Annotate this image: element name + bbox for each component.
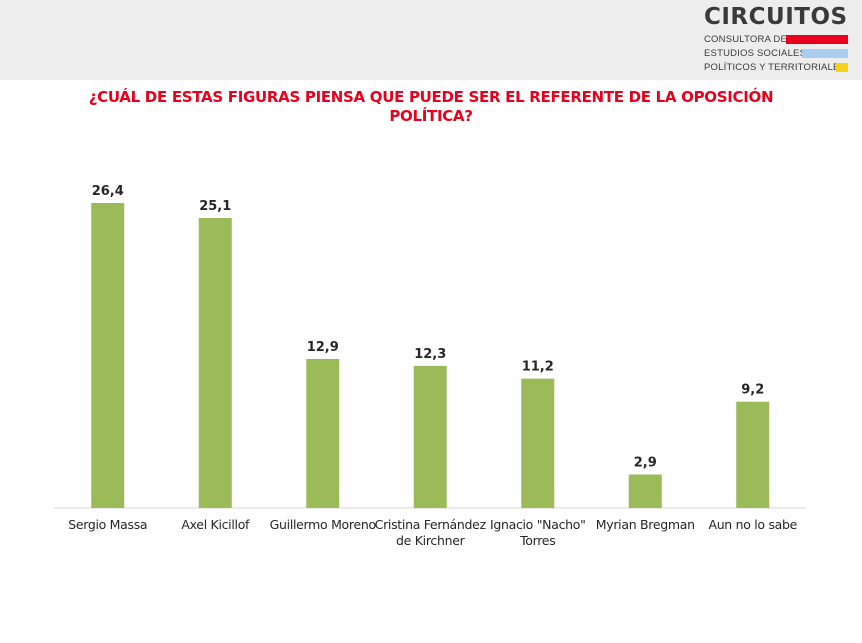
circuitos-logo: CIRCUITOS CONSULTORA DE ESTUDIOS SOCIALE… xyxy=(704,4,856,76)
logo-line-2: ESTUDIOS SOCIALES, xyxy=(704,48,809,59)
bar xyxy=(198,218,232,509)
category-label: Ignacio "Nacho" Torres xyxy=(489,517,586,548)
category-label: Axel Kicillof xyxy=(181,517,250,532)
bar xyxy=(413,365,447,508)
category-label: Guillermo Moreno xyxy=(269,517,377,532)
data-label: 12,3 xyxy=(414,347,446,362)
data-label: 12,9 xyxy=(307,340,339,355)
bar xyxy=(736,401,770,508)
logo-line-1: CONSULTORA DE xyxy=(704,34,788,45)
data-label: 26,4 xyxy=(92,184,124,199)
bar xyxy=(628,474,662,508)
data-label: 11,2 xyxy=(522,360,554,375)
chart-title: ¿CUÁL DE ESTAS FIGURAS PIENSA QUE PUEDE … xyxy=(88,88,774,125)
category-label: Cristina Fernández de Kirchner xyxy=(374,517,487,548)
data-label: 9,2 xyxy=(741,383,764,398)
logo-blue-bar xyxy=(802,49,848,58)
data-label: 2,9 xyxy=(634,455,657,470)
bar xyxy=(91,203,125,508)
category-label: Myrian Bregman xyxy=(595,517,695,532)
data-label: 25,1 xyxy=(199,199,231,214)
bar xyxy=(306,358,340,508)
category-label: Aun no lo sabe xyxy=(708,517,798,532)
bar xyxy=(521,378,555,508)
logo-red-bar xyxy=(786,35,848,44)
logo-line-3: POLÍTICOS Y TERRITORIALES xyxy=(704,62,847,73)
logo-name: CIRCUITOS xyxy=(704,4,848,30)
category-label: Sergio Massa xyxy=(68,517,148,532)
header-bar xyxy=(0,0,862,80)
logo-yellow-bar xyxy=(836,63,848,72)
